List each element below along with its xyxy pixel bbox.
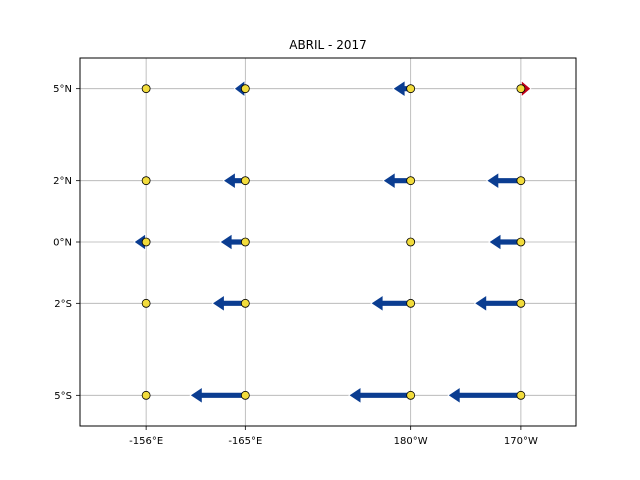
buoy-markers [141, 84, 526, 400]
vector-arrow [370, 294, 412, 313]
chart-title: ABRIL - 2017 [289, 38, 367, 52]
buoy-marker [240, 237, 250, 247]
x-tick-label: -165°E [228, 436, 262, 447]
buoy-marker [516, 237, 526, 247]
x-tick-label: 180°W [394, 436, 428, 447]
y-axis-ticks: 5°S 2°S 0°N 2°N 5°N [53, 84, 80, 402]
x-tick-label: 170°W [504, 436, 538, 447]
vector-arrow [473, 294, 522, 313]
buoy-marker [516, 176, 526, 186]
buoy-marker [406, 176, 416, 186]
buoy-marker [240, 298, 250, 308]
buoy-marker [240, 176, 250, 186]
y-tick-label: 5°S [54, 391, 72, 402]
buoy-marker [141, 84, 151, 94]
vector-arrow [488, 233, 522, 251]
x-axis-ticks: -156°E -165°E 180°W 170°W [129, 426, 538, 447]
buoy-marker [406, 390, 416, 400]
buoy-marker [516, 390, 526, 400]
y-tick-label: 2°N [53, 176, 72, 187]
buoy-marker [141, 237, 151, 247]
buoy-marker [516, 298, 526, 308]
vector-arrow [447, 386, 522, 405]
buoy-marker [141, 298, 151, 308]
vector-arrow [485, 171, 522, 190]
vector-arrow [211, 294, 246, 313]
buoy-marker [516, 84, 526, 94]
grid-lines [80, 58, 576, 426]
vector-arrow [348, 386, 412, 405]
buoy-marker [406, 298, 416, 308]
y-tick-label: 0°N [53, 238, 72, 249]
y-tick-label: 5°N [53, 84, 72, 95]
buoy-marker [240, 84, 250, 94]
y-tick-label: 2°S [54, 299, 72, 310]
buoy-marker [141, 176, 151, 186]
buoy-marker [240, 390, 250, 400]
buoy-marker [141, 390, 151, 400]
x-tick-label: -156°E [129, 436, 163, 447]
buoy-marker [406, 84, 416, 94]
vector-arrow [189, 386, 246, 405]
buoy-marker [406, 237, 416, 247]
